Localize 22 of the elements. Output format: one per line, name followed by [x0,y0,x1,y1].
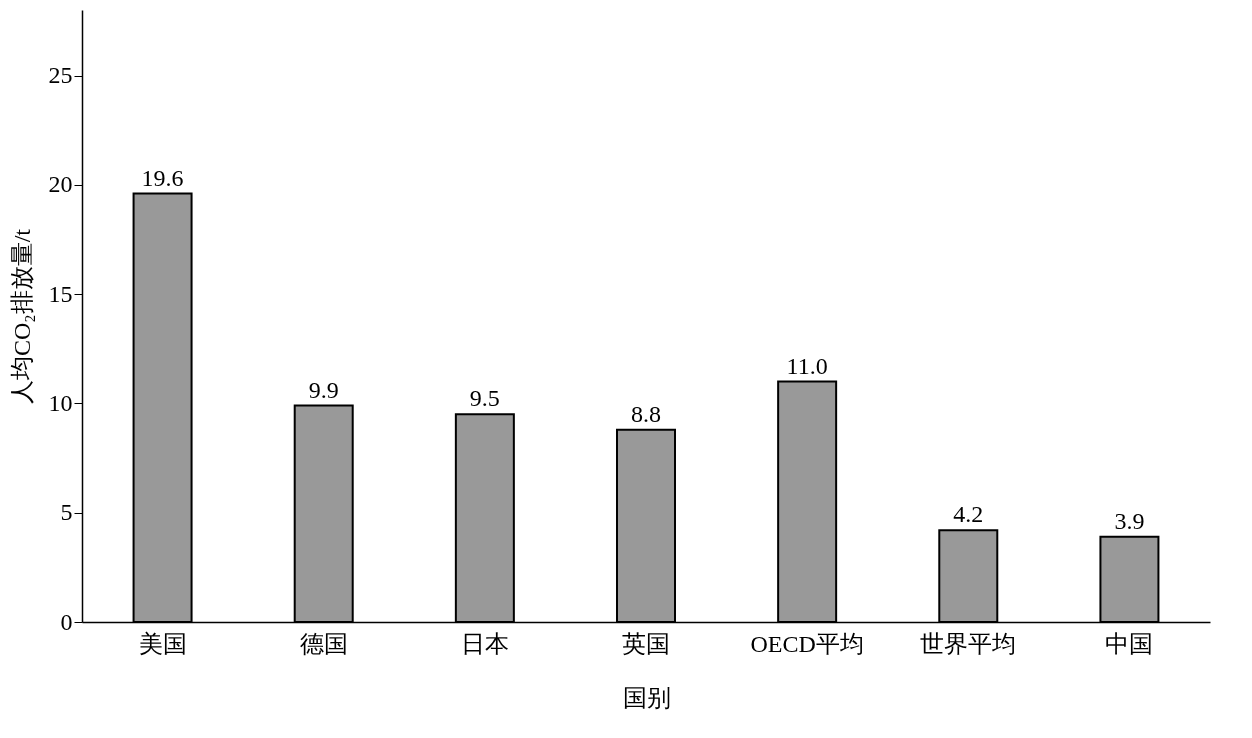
x-tick-label: 中国 [1105,630,1154,657]
data-label: 3.9 [1114,507,1145,534]
y-tick-label: 5 [60,499,73,526]
y-tick-label: 15 [48,280,73,307]
y-tick-label: 25 [48,62,73,89]
data-label: 9.5 [469,385,500,412]
data-label: 4.2 [953,501,984,528]
data-label: 9.9 [308,376,339,403]
data-label: 19.6 [141,164,184,191]
x-tick-label: 德国 [299,630,348,657]
data-label: 8.8 [631,400,661,427]
x-tick-label: OECD平均 [750,630,864,657]
x-tick-label: 美国 [138,630,187,657]
data-label: 11.0 [786,352,828,379]
x-tick-label: 日本 [460,630,509,657]
x-axis-title: 国别 [622,684,671,711]
y-tick-label: 20 [48,171,73,198]
x-tick-label: 英国 [622,630,670,657]
y-axis-title: 人均CO₂排放量/t [8,228,35,405]
x-tick-label: 世界平均 [920,630,1017,657]
y-tick-label: 10 [48,389,73,416]
y-tick-label: 0 [60,608,73,635]
